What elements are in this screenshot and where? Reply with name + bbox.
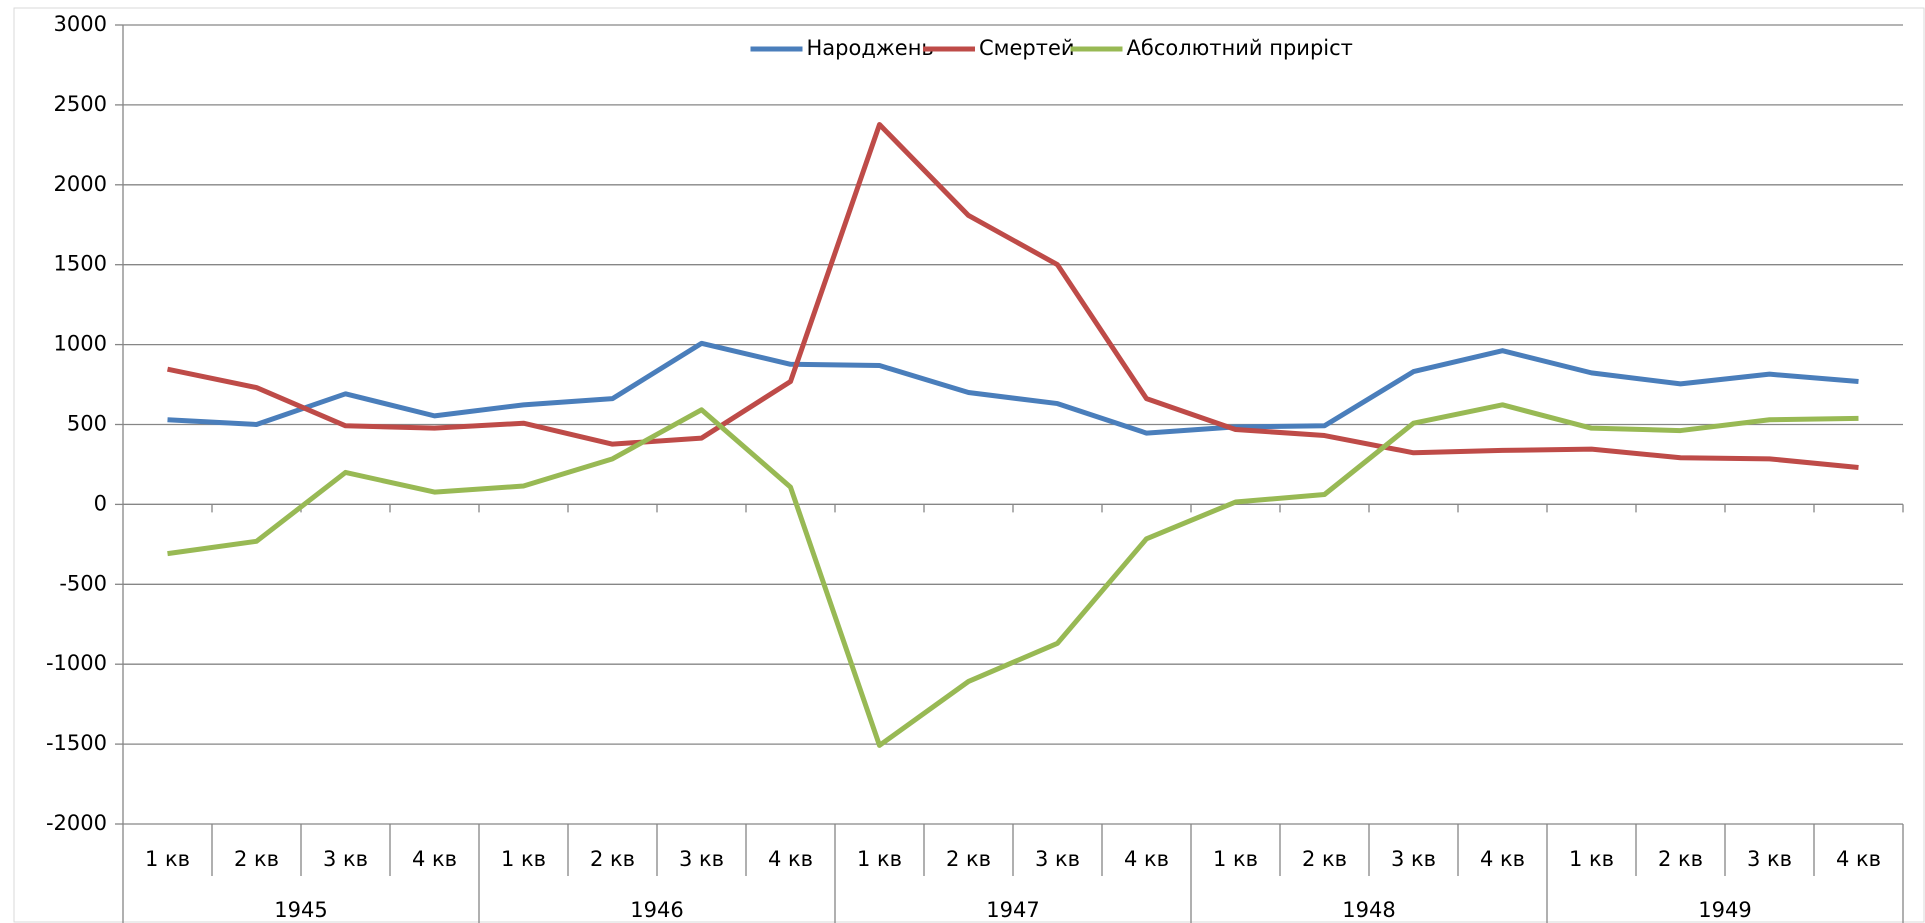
x-tick-label: 2 кв [590,847,635,871]
y-tick-label: -1000 [46,651,107,675]
x-tick-label: 1 кв [1569,847,1614,871]
x-group-label: 1948 [1342,898,1395,922]
x-group-label: 1947 [986,898,1039,922]
x-tick-label: 4 кв [768,847,813,871]
y-tick-label: 2500 [54,92,107,116]
y-tick-label: -2000 [46,811,107,835]
x-tick-label: 3 кв [1747,847,1792,871]
x-tick-label: 4 кв [1124,847,1169,871]
legend-label: Смертей [979,36,1075,60]
y-tick-label: 1500 [54,252,107,276]
y-tick-label: 2000 [54,172,107,196]
line-series [167,402,1859,748]
x-tick-label: 3 кв [679,847,724,871]
x-tick-label: 4 кв [1836,847,1881,871]
x-tick-label: 4 кв [1480,847,1525,871]
x-tick-label: 2 кв [234,847,279,871]
x-tick-label: 3 кв [1391,847,1436,871]
x-tick-label: 1 кв [1213,847,1258,871]
y-tick-label: -500 [59,571,107,595]
legend-label: Абсолютний приріст [1127,36,1353,60]
y-tick-label: 0 [94,491,107,515]
x-tick-label: 3 кв [1035,847,1080,871]
x-tick-label: 1 кв [857,847,902,871]
chart-border [13,7,1925,923]
x-tick-label: 4 кв [412,847,457,871]
x-group-label: 1949 [1698,898,1751,922]
x-tick-label: 1 кв [145,847,190,871]
y-tick-label: -1500 [46,731,107,755]
x-tick-label: 1 кв [501,847,546,871]
x-tick-label: 3 кв [323,847,368,871]
legend-label: Народжень [807,36,934,60]
y-tick-label: 3000 [54,12,107,36]
x-tick-label: 2 кв [1658,847,1703,871]
x-tick-label: 2 кв [1302,847,1347,871]
line-series [167,340,1859,436]
x-group-label: 1945 [274,898,327,922]
y-tick-label: 500 [67,412,107,436]
x-tick-label: 2 кв [946,847,991,871]
x-group-label: 1946 [630,898,683,922]
line-series [166,122,1859,470]
y-tick-label: 1000 [54,332,107,356]
